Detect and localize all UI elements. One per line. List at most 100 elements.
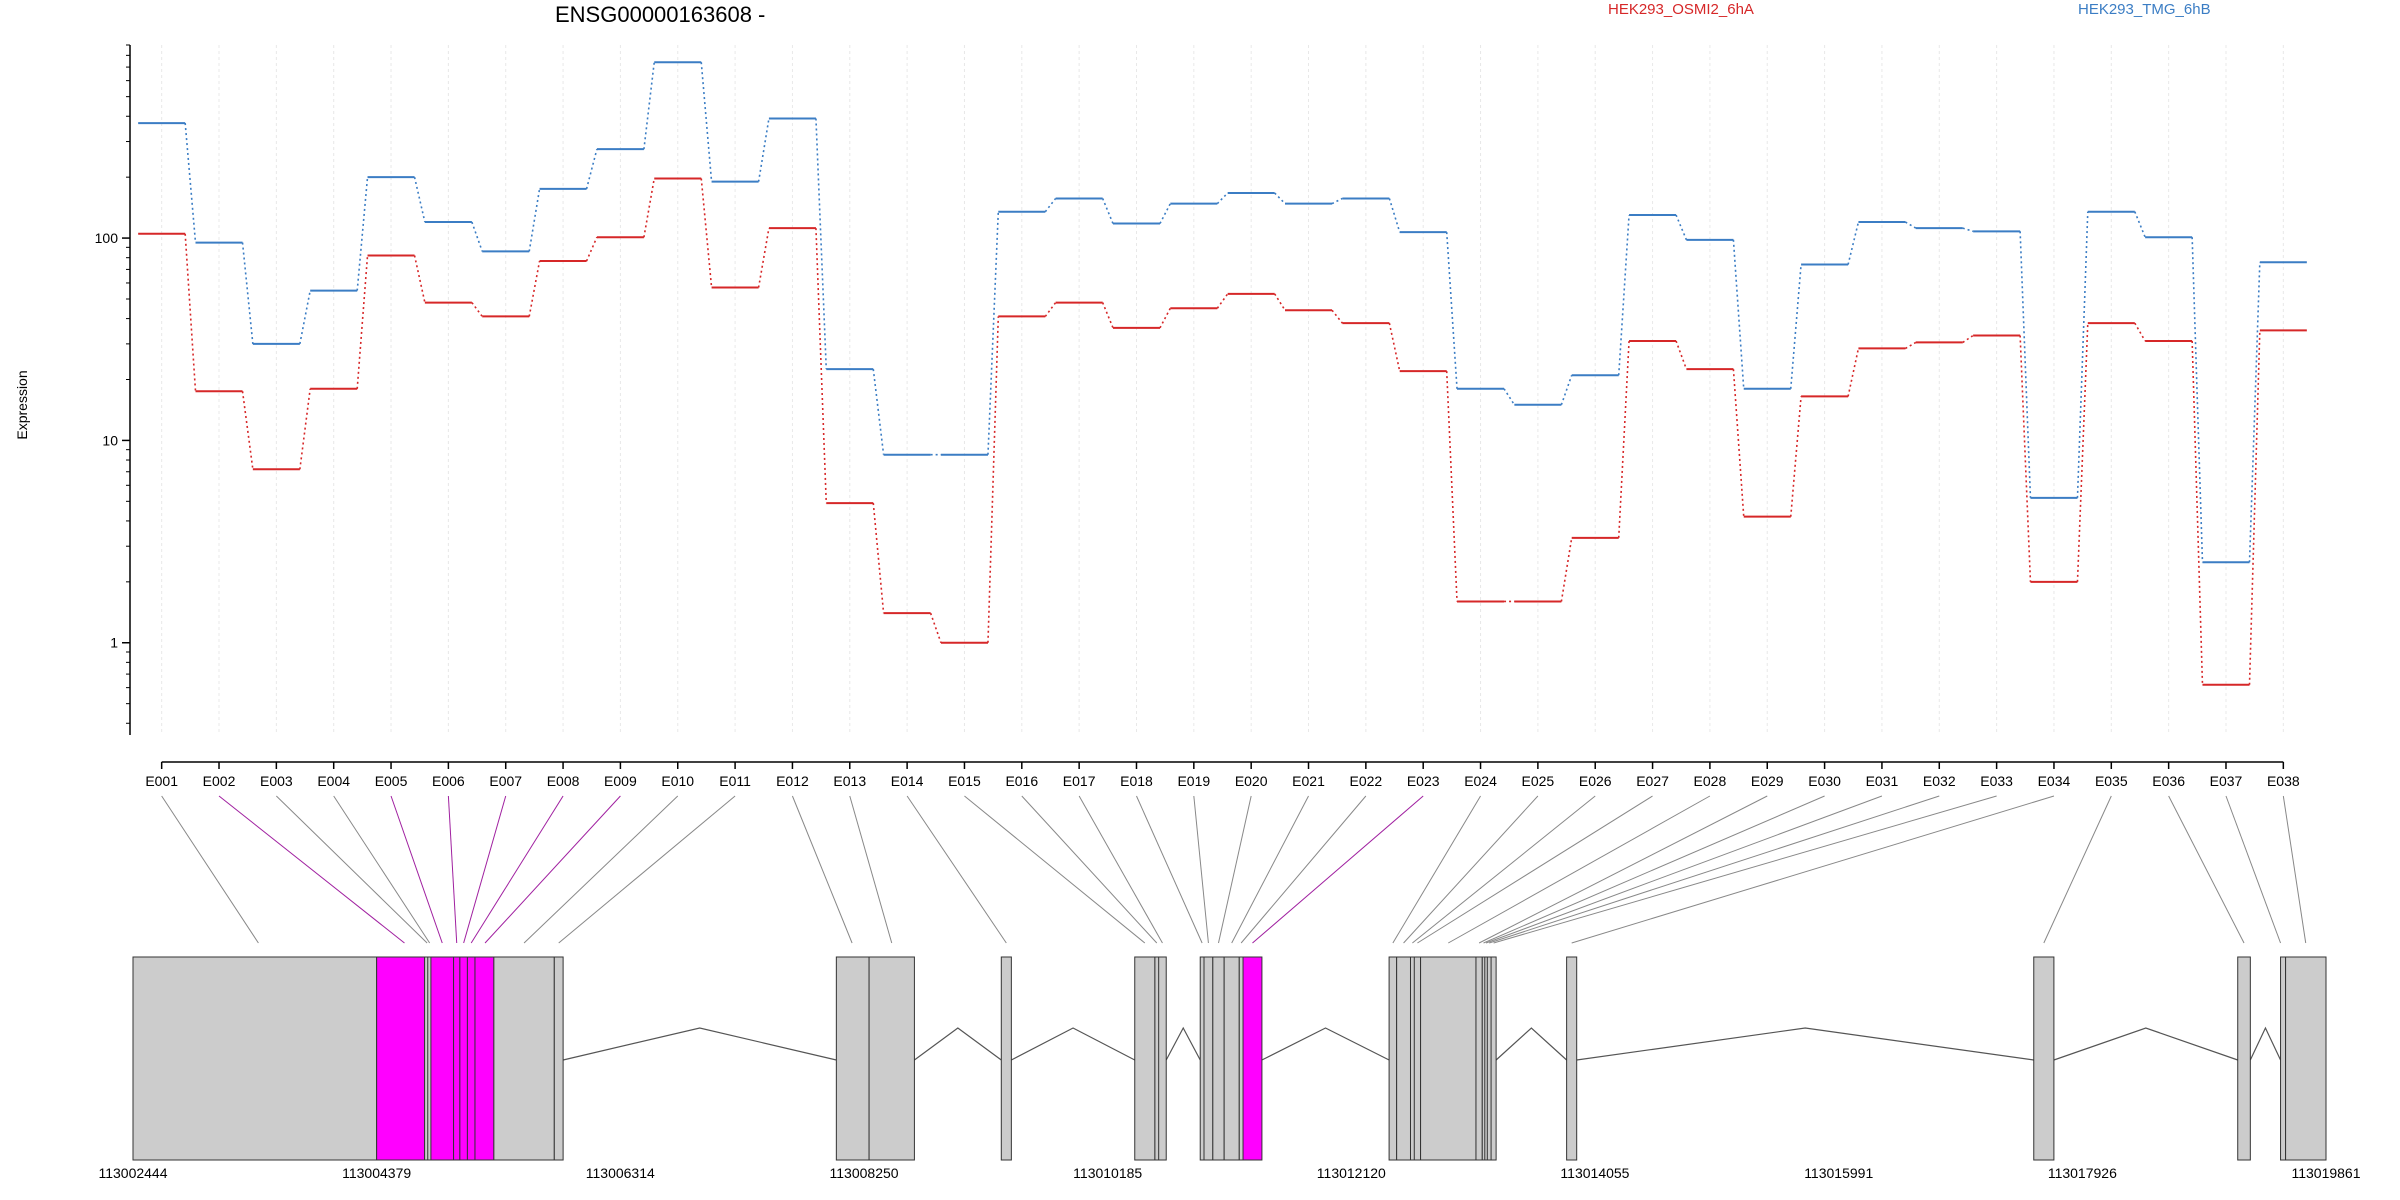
exon-block-E025 bbox=[1396, 956, 1411, 1161]
link-line-E029 bbox=[1478, 795, 1768, 944]
x-tick-label-E026: E026 bbox=[1579, 773, 1612, 789]
x-tick-label-E030: E030 bbox=[1808, 773, 1841, 789]
genomic-tick-label-6: 113014055 bbox=[1560, 1165, 1629, 1181]
x-tick-label-E018: E018 bbox=[1120, 773, 1153, 789]
link-line-E005 bbox=[390, 795, 443, 944]
exon-block-E008 bbox=[466, 956, 476, 1161]
series-0 bbox=[138, 177, 2307, 686]
x-tick-label-E014: E014 bbox=[891, 773, 924, 789]
x-tick-label-E021: E021 bbox=[1292, 773, 1325, 789]
intron-arc bbox=[1495, 1027, 1568, 1061]
intron-arc bbox=[914, 1027, 1002, 1061]
y-axis-label: Expression bbox=[14, 370, 30, 439]
link-line-E034 bbox=[1571, 795, 2055, 944]
gene-model bbox=[132, 956, 2327, 1161]
x-tick-label-E023: E023 bbox=[1407, 773, 1440, 789]
exon-block-E038 bbox=[2285, 956, 2327, 1161]
x-tick-label-E002: E002 bbox=[203, 773, 236, 789]
link-line-E017 bbox=[1078, 795, 1163, 944]
exon-block-E019 bbox=[1203, 956, 1214, 1161]
x-tick-label-E005: E005 bbox=[375, 773, 408, 789]
y-tick-label: 100 bbox=[95, 230, 119, 246]
genomic-tick-label-8: 113017926 bbox=[2048, 1165, 2117, 1181]
link-line-E022 bbox=[1240, 795, 1367, 944]
series-1-connectors bbox=[184, 62, 2261, 563]
link-line-E007 bbox=[463, 795, 507, 944]
exon-block-E029 bbox=[1475, 956, 1483, 1161]
exon-block-E034 bbox=[1566, 956, 1578, 1161]
x-tick-label-E035: E035 bbox=[2095, 773, 2128, 789]
link-line-E015 bbox=[964, 795, 1146, 944]
intron-arc bbox=[2249, 1026, 2282, 1061]
exon-block-E017 bbox=[1158, 956, 1167, 1161]
exon-block-E023 bbox=[1242, 956, 1263, 1161]
genomic-tick-label-3: 113008250 bbox=[830, 1165, 899, 1181]
x-tick-label-E032: E032 bbox=[1923, 773, 1956, 789]
link-line-E038 bbox=[2282, 795, 2307, 944]
link-line-E031 bbox=[1485, 795, 1883, 944]
x-tick-label-E025: E025 bbox=[1522, 773, 1555, 789]
x-tick-label-E015: E015 bbox=[948, 773, 981, 789]
genomic-tick-label-4: 113010185 bbox=[1073, 1165, 1142, 1181]
exon-block-E014 bbox=[1000, 956, 1012, 1161]
x-tick-label-E004: E004 bbox=[317, 773, 350, 789]
y-tick-label: 10 bbox=[102, 432, 118, 448]
x-tick-label-E017: E017 bbox=[1063, 773, 1096, 789]
x-tick-label-E003: E003 bbox=[260, 773, 293, 789]
genomic-tick-label-7: 113015991 bbox=[1804, 1165, 1873, 1181]
exon-block-E033 bbox=[1490, 956, 1497, 1161]
link-line-E012 bbox=[791, 795, 853, 944]
exon-block-E037 bbox=[2280, 956, 2287, 1161]
exon-block-E027 bbox=[1413, 956, 1422, 1161]
x-tick-label-E016: E016 bbox=[1005, 773, 1038, 789]
intron-arc bbox=[1011, 1027, 1136, 1061]
link-line-E009 bbox=[484, 795, 621, 944]
exon-block-E002 bbox=[376, 956, 426, 1161]
legend-entry-osmi2: HEK293_OSMI2_6hA bbox=[1608, 1, 1754, 18]
vertical-gridlines bbox=[161, 45, 2284, 735]
x-tick-label-E019: E019 bbox=[1177, 773, 1210, 789]
series-0-connectors bbox=[184, 178, 2261, 685]
link-line-E006 bbox=[447, 795, 458, 944]
link-line-E032 bbox=[1489, 795, 1940, 944]
link-line-E019 bbox=[1193, 795, 1209, 944]
exon-block-E012 bbox=[835, 956, 870, 1161]
x-tick-label-E027: E027 bbox=[1636, 773, 1669, 789]
exon-block-E015 bbox=[1134, 956, 1156, 1161]
intron-arc bbox=[562, 1027, 837, 1061]
exon-block-E007 bbox=[459, 956, 468, 1161]
x-tick-label-E012: E012 bbox=[776, 773, 809, 789]
x-tick-label-E037: E037 bbox=[2210, 773, 2243, 789]
exon-block-E005 bbox=[430, 956, 455, 1161]
link-line-E008 bbox=[470, 795, 564, 944]
series-1 bbox=[138, 61, 2307, 564]
axes: 1 10 100 E001 E002 E003 E004 E005 E006 E007 E008 E0… bbox=[95, 44, 2300, 789]
x-tick-label-E013: E013 bbox=[833, 773, 866, 789]
link-line-E026 bbox=[1412, 795, 1596, 944]
exon-block-E035 bbox=[2033, 956, 2055, 1161]
genomic-tick-label-5: 113012120 bbox=[1317, 1165, 1386, 1181]
intron-arc bbox=[2053, 1027, 2238, 1061]
x-tick-label-E028: E028 bbox=[1694, 773, 1727, 789]
link-line-E036 bbox=[2168, 795, 2245, 944]
intron-arc bbox=[1576, 1027, 2034, 1061]
x-tick-label-E010: E010 bbox=[661, 773, 694, 789]
x-tick-label-E009: E009 bbox=[604, 773, 637, 789]
link-line-E035 bbox=[2043, 795, 2112, 944]
exon-block-E009 bbox=[474, 956, 495, 1161]
exon-link-lines bbox=[161, 795, 2307, 944]
genomic-tick-label-2: 113006314 bbox=[586, 1165, 655, 1181]
exon-block-E021 bbox=[1223, 956, 1240, 1161]
link-line-E018 bbox=[1136, 795, 1203, 944]
intron-arc bbox=[1165, 1026, 1201, 1061]
exon-block-E024 bbox=[1388, 956, 1398, 1161]
legend-entry-tmg: HEK293_TMG_6hB bbox=[2078, 1, 2211, 18]
y-tick-label: 1 bbox=[110, 635, 118, 651]
x-tick-label-E036: E036 bbox=[2152, 773, 2185, 789]
x-tick-label-E024: E024 bbox=[1464, 773, 1497, 789]
exon-block-E036 bbox=[2237, 956, 2251, 1161]
x-tick-label-E011: E011 bbox=[719, 773, 751, 789]
exon-block-E001 bbox=[132, 956, 378, 1161]
link-line-E028 bbox=[1448, 795, 1711, 944]
